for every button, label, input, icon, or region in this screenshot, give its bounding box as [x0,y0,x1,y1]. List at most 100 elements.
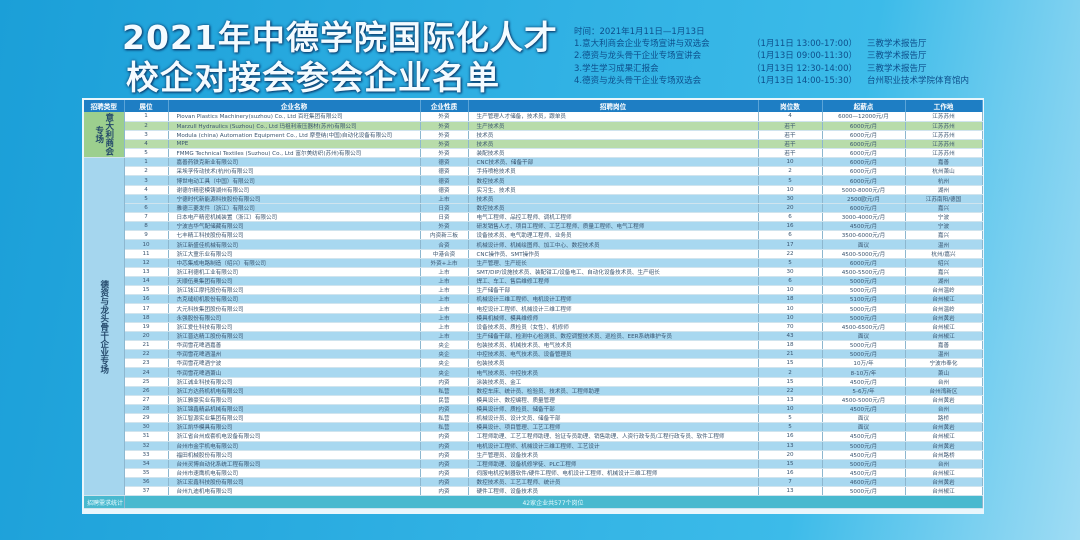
positions: CNC操作员、SMT操作员 [468,249,759,259]
table-row: 24 华润雪花啤酒萧山 央企 电气技术员、中控技术员 2 8-10万/年 萧山 [84,367,983,378]
company-name: 浙江省台州成套机电设备有限公司 [168,431,421,442]
starting-salary: 面议 [822,413,906,424]
company-type: 外资 [420,221,469,232]
company-type: 内资 [420,377,469,387]
booth-number: 26 [124,386,169,396]
positions: CNC技术员、储备干部 [468,157,759,168]
company-type: 上市 [420,285,469,296]
table-row: 4 谢德尔精密模铸湖州有限公司 德资 实习生、技术员 10 5000-8000元/月 湖州 [84,185,983,195]
company-name: 浙江雅豪实业有限公司 [168,395,421,406]
column-header: 起薪点 [822,100,906,112]
table-row: 10 浙江新盛佳机械有限公司 合资 机械设计师、机械绘图师、加工中心、数控技术员 17 面… [84,239,983,250]
booth-number: 4 [124,185,169,195]
starting-salary: 5000元/月 [822,313,906,323]
table-row: 37 台州九迪机电有限公司 内资 硬件工程师、设备技术员 13 5000元/月 台州椒江 [84,486,983,497]
position-count: 13 [758,486,823,497]
work-location: 台州黄岩 [905,422,983,433]
booth-number: 12 [124,258,169,268]
work-location: 江苏苏州 [905,112,983,122]
company-name: 天顺伍奥集团有限公司 [168,276,421,287]
position-count: 22 [758,249,823,259]
position-count: 13 [758,395,823,406]
table-row: 22 华润雪花啤酒温州 央企 中控技术员、电气技术员、设备管理员 21 5000元/月 温州 [84,349,983,360]
starting-salary: 4500-5000元/月 [822,395,906,406]
event-time: （1月13日 14:00-15:30） [752,75,857,86]
starting-salary: 4500元/月 [822,404,906,415]
position-count: 15 [758,377,823,387]
booth-number: 29 [124,413,169,424]
starting-salary: 5000元/月 [822,340,906,351]
column-header: 招聘类型 [84,100,125,112]
column-header: 展位 [124,100,169,112]
booth-number: 3 [124,130,169,140]
company-type: 内资 [420,486,469,497]
company-type: 上市 [420,313,469,323]
starting-salary: 4500元/月 [822,450,906,460]
booth-number: 11 [124,249,169,259]
table-row: 35 台州市速鹰机电有限公司 内资 伺服电机控制器软件/硬件工程师、电机设计工程师、机… [84,468,983,479]
company-name: Modula (china) Automation Equipment Co.,… [168,130,421,140]
booth-number: 4 [124,139,169,150]
company-name: 华润雪花啤酒温州 [168,349,421,360]
position-count: 10 [758,404,823,415]
work-location: 杭州/嘉兴 [905,249,983,259]
starting-salary: 4500-5500元/月 [822,267,906,278]
starting-salary: 6000元/月 [822,148,906,159]
booth-number: 22 [124,349,169,360]
company-name: 谢德尔精密模铸湖州有限公司 [168,185,421,195]
starting-salary: 6000元/月 [822,121,906,131]
work-location: 台州温岭 [905,303,983,314]
table-row: 7 日本电产精密机械装置（浙江）有限公司 日资 电气工程师、品控工程师、调机工程师 6 3… [84,212,983,223]
company-type: 私营 [420,422,469,433]
work-location: 台州椒江 [905,322,983,332]
work-location: 台州黄岩 [905,477,983,488]
booth-number: 8 [124,221,169,232]
positions: 手持喷枪技术员 [468,166,759,177]
booth-number: 30 [124,422,169,433]
booth-number: 16 [124,294,169,305]
starting-salary: 4500元/月 [822,377,906,387]
starting-salary: 3500-6000元/月 [822,230,906,241]
event-name: 2.德资与龙头骨干企业专场宣讲会 [574,51,702,62]
positions: 实习生、技术员 [468,185,759,195]
work-location: 嘉兴 [905,203,983,214]
table-row: 33 福田机械股份有限公司 内资 生产管理员、设备技术员 20 4500元/月 台州路桥 [84,450,983,460]
schedule-event: 4.德资与龙头骨干企业专场双选会 （1月13日 14:00-15:30） 台州职业技… [574,75,969,87]
positions: 生产储备干部、检测中心检测员、数控调整技术员、巡检员、EER系统维护专员 [468,331,759,342]
company-name: 华润雪花啤酒嘉善 [168,340,421,351]
event-name: 4.德资与龙头骨干企业专场双选会 [574,75,702,86]
work-location: 江苏苏州 [905,130,983,140]
starting-salary: 4500元/月 [822,431,906,442]
booth-number: 1 [124,157,169,168]
column-header: 招聘岗位 [468,100,759,112]
booth-number: 25 [124,377,169,387]
table-row: 27 浙江雅豪实业有限公司 民营 模具设计、数控编程、质量管理 13 4500-5000元… [84,395,983,406]
table-row: 2 Marzull Hydraulics (Suzhou) Co., Ltd 玛祖… [84,121,983,131]
starting-salary: 6000元/月 [822,139,906,150]
work-location: 宁波 [905,221,983,232]
starting-salary: 10万/年 [822,358,906,369]
work-location: 江苏南阳/德国 [905,194,983,204]
positions: 包装技术员 [468,358,759,369]
company-type: 合资 [420,239,469,250]
company-type: 央企 [420,349,469,360]
position-count: 2 [758,367,823,378]
company-name: 浙江利德机工业有限公司 [168,267,421,278]
event-time: （1月13日 09:00-11:30） [752,51,857,62]
starting-salary: 4500元/月 [822,221,906,232]
event-time: （1月11日 13:00-17:00） [752,39,857,50]
company-name: 永强股份有限公司 [168,313,421,323]
company-type: 外资 [420,121,469,131]
table-row: 18 永强股份有限公司 上市 模具机械师、模具维修师 10 5000元/月 台州黄岩 [84,313,983,323]
starting-salary: 4600元/月 [822,477,906,488]
work-location: 江苏苏州 [905,139,983,150]
starting-salary: 4500-6500元/月 [822,322,906,332]
work-location: 台州黄岩 [905,395,983,406]
event-name: 3.学生学习成果汇报会 [574,63,659,74]
positions: 技术员 [468,139,759,150]
company-type: 央企 [420,367,469,378]
starting-salary: 5000-8000元/月 [822,185,906,195]
table-row: 德资与龙头骨干企业专场 1 嘉善药铁克新业有限公司 德资 CNC技术员、储备干部 10 60… [84,157,983,497]
company-type: 上市 [420,322,469,332]
work-location: 绍兴 [905,258,983,268]
